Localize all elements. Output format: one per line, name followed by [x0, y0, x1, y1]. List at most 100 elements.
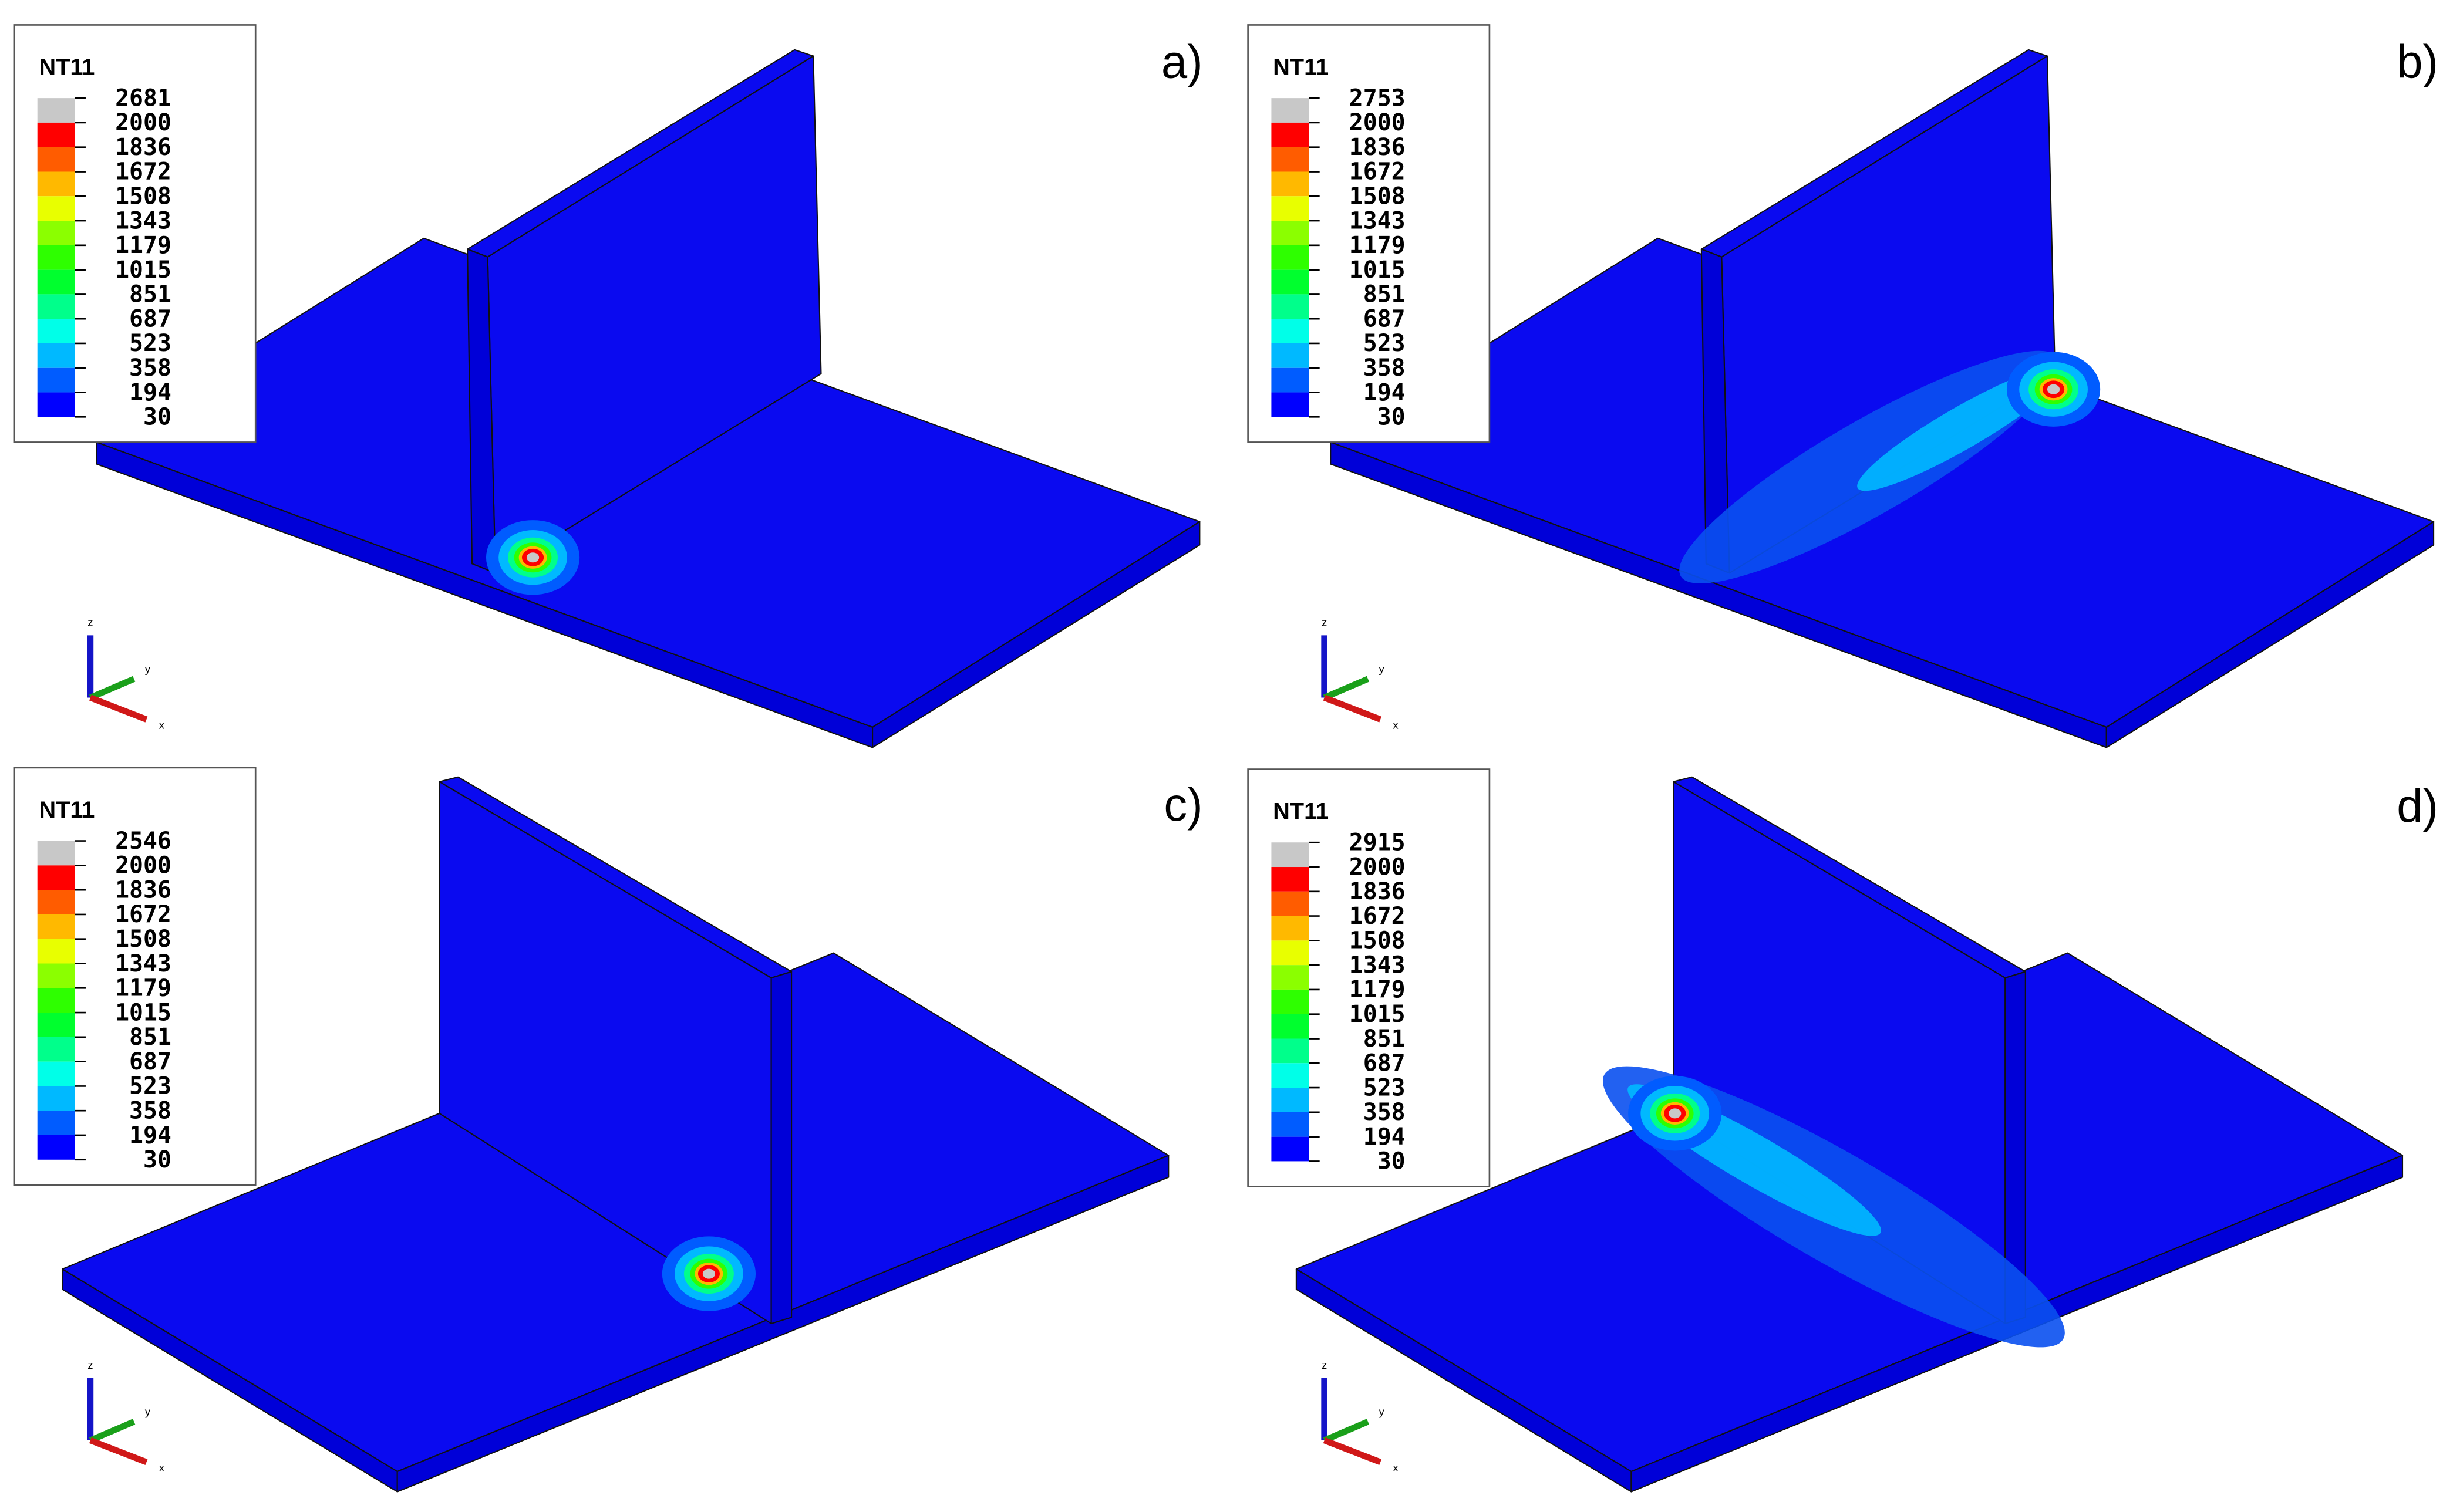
legend-swatch — [1271, 245, 1309, 270]
legend-value: 1343 — [1349, 207, 1406, 234]
legend-swatch — [1271, 842, 1309, 868]
axis-label: z — [87, 1359, 93, 1371]
panel-label: b) — [2397, 36, 2438, 88]
legend-value: 194 — [1363, 1123, 1406, 1150]
legend-swatch — [37, 171, 75, 197]
axis-x — [1323, 694, 1382, 723]
legend-title: NT11 — [39, 797, 95, 823]
legend-title: NT11 — [1273, 798, 1329, 824]
legend-value: 194 — [129, 379, 171, 406]
axis-y — [89, 676, 136, 701]
legend-value: 30 — [143, 404, 171, 431]
legend-swatch — [1271, 1088, 1309, 1112]
legend-title: NT11 — [39, 54, 95, 80]
web-edge — [770, 971, 793, 1325]
legend-swatch — [1271, 1112, 1309, 1137]
legend-value: 523 — [1363, 330, 1406, 357]
legend-swatch — [1271, 98, 1309, 123]
legend-swatch — [1271, 916, 1309, 941]
legend-value: 30 — [1377, 1148, 1406, 1175]
legend-swatch — [37, 1013, 75, 1037]
legend-value: 1015 — [115, 999, 171, 1026]
legend-swatch — [37, 98, 75, 123]
axis-label: x — [1393, 1462, 1399, 1474]
legend-swatch — [37, 196, 75, 221]
legend-swatch — [1271, 965, 1309, 990]
legend-swatch — [1271, 294, 1309, 319]
model — [1330, 49, 2435, 748]
legend-value: 2000 — [1349, 109, 1406, 136]
panel-label: d) — [2397, 780, 2438, 832]
axis-x — [89, 694, 148, 723]
axis-x — [1323, 1437, 1382, 1466]
legend-value: 1508 — [115, 926, 171, 953]
legend-value: 1836 — [115, 134, 171, 161]
legend-swatch — [1271, 343, 1309, 368]
legend-value: 358 — [1363, 1099, 1406, 1126]
legend-value: 1015 — [1349, 256, 1406, 284]
legend-value: 1343 — [115, 950, 171, 977]
legend-value: 1015 — [1349, 1001, 1406, 1028]
legend-value: 1508 — [1349, 927, 1406, 954]
legend-swatch — [1271, 269, 1309, 295]
legend-value: 1836 — [1349, 134, 1406, 161]
panel: NT11 268120001836167215081343117910158516… — [13, 24, 1203, 748]
legend-swatch — [37, 890, 75, 914]
legend-value: 687 — [129, 305, 171, 332]
legend-value: 194 — [129, 1122, 171, 1149]
heat-zone — [1669, 1108, 1682, 1119]
legend-swatch — [37, 147, 75, 172]
legend-value: 851 — [129, 1024, 171, 1051]
legend-value: 2546 — [115, 828, 171, 855]
axis-label: z — [1322, 616, 1327, 628]
heat-zone — [2047, 384, 2060, 394]
axis-label: z — [1322, 1359, 1327, 1371]
legend-swatch — [37, 367, 75, 393]
panel-label: a) — [1161, 36, 1203, 88]
model — [96, 49, 1201, 748]
legend-value: 2000 — [115, 852, 171, 879]
legend-swatch — [37, 1037, 75, 1062]
plate-edge — [396, 1155, 1170, 1493]
legend-value: 1343 — [1349, 951, 1406, 978]
panel-label: c) — [1164, 778, 1202, 831]
axis-label: y — [145, 663, 151, 675]
legend-swatch — [1271, 147, 1309, 172]
legend-value: 1179 — [1349, 976, 1406, 1003]
legend-swatch — [1271, 1014, 1309, 1039]
legend-swatch — [1271, 122, 1309, 147]
legend-swatch — [37, 319, 75, 343]
legend-swatch — [37, 1135, 75, 1160]
legend-swatch — [1271, 867, 1309, 892]
axis-label: x — [1393, 719, 1399, 731]
legend-swatch — [1271, 891, 1309, 916]
legend-swatch — [37, 221, 75, 245]
legend-swatch — [1271, 196, 1309, 221]
axis-label: y — [1379, 663, 1385, 675]
legend-swatch — [1271, 1136, 1309, 1162]
panel: NT11 275320001836167215081343117910158516… — [1247, 24, 2438, 748]
legend-value: 687 — [1363, 305, 1406, 332]
legend-value: 687 — [1363, 1050, 1406, 1077]
legend-value: 30 — [1377, 404, 1406, 431]
model — [1295, 776, 2404, 1493]
legend-value: 2681 — [115, 85, 171, 112]
legend-value: 194 — [1363, 379, 1406, 406]
legend-value: 851 — [129, 281, 171, 308]
legend-value: 1672 — [115, 158, 171, 185]
legend-value: 523 — [129, 330, 171, 357]
legend-value: 2000 — [1349, 853, 1406, 880]
axis-y — [89, 1419, 136, 1443]
legend-value: 687 — [129, 1048, 171, 1075]
legend-swatch — [1271, 221, 1309, 245]
legend-value: 2915 — [1349, 829, 1406, 856]
heat-zone — [702, 1268, 716, 1279]
legend-value: 1179 — [115, 975, 171, 1002]
legend-swatch — [37, 939, 75, 964]
legend-swatch — [37, 122, 75, 147]
legend-value: 1672 — [115, 901, 171, 928]
heat-zone — [526, 552, 540, 563]
legend-swatch — [37, 392, 75, 417]
